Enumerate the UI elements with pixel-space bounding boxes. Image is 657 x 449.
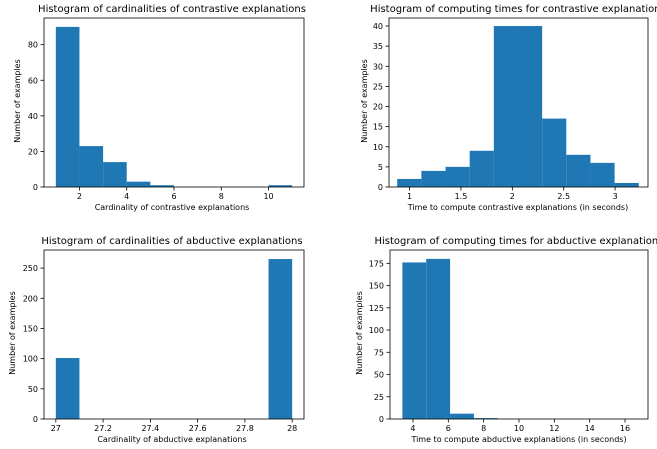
plot-frame [388,17,649,188]
y-tick-label: 40 [28,112,38,121]
histogram-bar [614,182,639,187]
y-tick-label: 60 [28,76,38,85]
histogram-bar [542,118,567,187]
histogram-bar [79,146,104,187]
y-tick-label: 50 [28,385,38,394]
y-tick-label: 100 [23,355,38,364]
y-tick-label: 15 [373,123,383,132]
histogram-bar [426,258,451,419]
x-tick-label: 1 [407,192,412,201]
x-tick-label: 6 [171,192,176,201]
x-tick-label: 2 [510,192,515,201]
histogram-bar [450,413,474,419]
y-tick-label: 5 [378,163,383,172]
x-tick-label: 10 [263,192,273,201]
chart-title: Histogram of cardinalities of contrastiv… [38,4,306,15]
x-axis-label: Cardinality of contrastive explanations [95,203,250,212]
plot-frame [43,249,305,420]
x-tick-label: 10 [514,424,524,433]
x-tick-label: 3 [613,192,618,201]
histogram-bar [445,166,470,187]
histogram-bar [469,150,494,187]
histogram-bar [397,178,422,187]
x-axis-label: Cardinality of abductive explanations [97,435,246,444]
histogram-bar [590,162,615,187]
histogram-bar [421,170,446,187]
histogram-bar [103,162,127,187]
x-tick-label: 4 [124,192,129,201]
x-tick-label: 16 [620,424,630,433]
x-tick-label: 1.5 [455,192,468,201]
x-tick-label: 27.2 [94,424,112,433]
y-tick-label: 0 [33,183,38,192]
histogram-bar [268,259,293,419]
x-axis-label: Time to compute abductive explanations (… [410,435,626,444]
y-tick-label: 125 [369,304,384,313]
y-tick-label: 80 [28,41,38,50]
x-tick-label: 14 [585,424,595,433]
histogram-bar [517,26,543,187]
x-tick-label: 2 [77,192,82,201]
x-tick-label: 8 [481,424,486,433]
x-tick-label: 6 [446,424,451,433]
x-axis-label: Time to compute contrastive explanations… [407,203,628,212]
x-tick-label: 12 [549,424,559,433]
y-tick-label: 20 [28,147,38,156]
y-tick-label: 30 [373,62,383,71]
y-axis-label: Number of examples [13,59,22,143]
histogram-bar [126,181,151,187]
histogram-bar [150,185,174,187]
x-tick-label: 2.5 [557,192,570,201]
y-tick-label: 250 [23,264,38,273]
y-tick-label: 100 [369,326,384,335]
x-tick-label: 27.8 [236,424,254,433]
y-tick-label: 75 [374,348,384,357]
y-axis-label: Number of examples [360,59,369,143]
x-tick-label: 28 [287,424,297,433]
histogram-bar [566,154,591,187]
x-tick-label: 27.4 [141,424,159,433]
y-tick-label: 25 [373,82,383,91]
chart-title: Histogram of computing times for contras… [370,4,657,15]
y-tick-label: 20 [373,103,383,112]
y-tick-label: 150 [23,324,38,333]
histogram-bar [55,358,80,419]
chart-title: Histogram of computing times for abducti… [375,236,657,247]
y-axis-label: Number of examples [8,291,17,375]
y-tick-label: 0 [33,415,38,424]
y-tick-label: 0 [379,415,384,424]
y-tick-label: 50 [374,371,384,380]
y-tick-label: 35 [373,42,383,51]
y-axis-label: Number of examples [355,291,364,375]
y-tick-label: 25 [374,393,384,402]
histogram-bar [493,26,518,187]
x-tick-label: 4 [410,424,415,433]
chart-title: Histogram of cardinalities of abductive … [41,236,302,247]
y-tick-label: 200 [23,294,38,303]
y-tick-label: 10 [373,143,383,152]
x-tick-label: 27.6 [189,424,207,433]
histogram-bar [268,185,293,187]
histogram-bar [55,26,80,187]
x-tick-label: 8 [219,192,224,201]
y-tick-label: 150 [369,282,384,291]
x-tick-label: 27 [51,424,61,433]
histogram-bar [473,418,498,419]
y-tick-label: 0 [378,183,383,192]
histogram-bar [402,262,427,419]
y-tick-label: 175 [369,259,384,268]
y-tick-label: 40 [373,22,383,31]
